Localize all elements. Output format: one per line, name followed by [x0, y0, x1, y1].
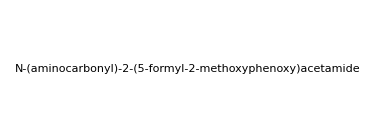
Text: N-(aminocarbonyl)-2-(5-formyl-2-methoxyphenoxy)acetamide: N-(aminocarbonyl)-2-(5-formyl-2-methoxyp… — [15, 64, 361, 74]
